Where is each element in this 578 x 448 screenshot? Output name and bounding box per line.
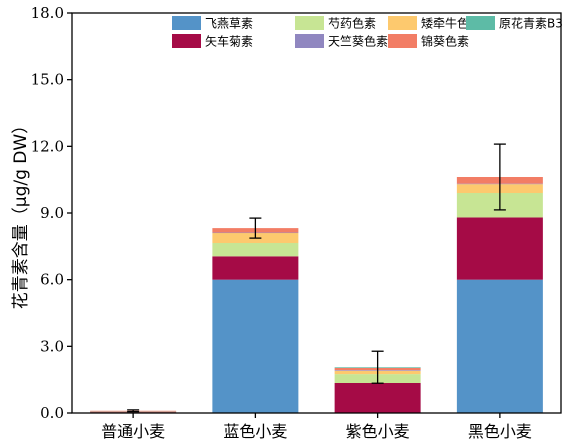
y-axis-label: 花青素含量（μg/g DW） xyxy=(11,117,31,309)
x-tick-label-1: 普通小麦 xyxy=(101,422,165,441)
axes-layer: 0.0 3.0 6.0 9.0 12.0 15.0 18.0 普通小麦 蓝色小麦 紫色小麦 黑色小麦 xyxy=(31,4,562,441)
bar-segment-1-category-4 xyxy=(456,279,543,413)
y-tick-label-5: 12.0 xyxy=(31,137,64,155)
y-tick-label-1: 0.0 xyxy=(40,404,64,422)
y-tick-label-4: 9.0 xyxy=(40,204,64,222)
legend-label-4: 原花青素B3 xyxy=(499,16,563,31)
legend-label-2: 芍药色素 xyxy=(328,17,376,31)
legend-label-7: 锦葵色素 xyxy=(421,35,469,49)
legend-swatch-7 xyxy=(388,34,417,48)
bar-segment-3-category-2 xyxy=(212,243,299,257)
bar-segment-2-category-2 xyxy=(212,256,299,280)
legend-swatch-1 xyxy=(172,16,201,30)
legend-label-5: 矢车菊素 xyxy=(205,34,253,49)
legend-swatch-3 xyxy=(388,16,417,30)
legend-swatch-6 xyxy=(295,34,324,48)
y-tick-label-7: 18.0 xyxy=(31,4,64,22)
y-tick-label-3: 6.0 xyxy=(40,271,64,289)
y-tick-label-2: 3.0 xyxy=(40,337,64,355)
bars-layer xyxy=(90,177,543,413)
bar-segment-1-category-2 xyxy=(212,279,299,413)
legend-swatch-2 xyxy=(295,16,324,30)
legend-swatch-5 xyxy=(172,34,201,48)
legend-label-1: 飞燕草素 xyxy=(205,17,253,31)
y-tick-label-6: 15.0 xyxy=(31,71,64,89)
legend-label-6: 天竺葵色素 xyxy=(328,34,388,49)
legend-swatch-4 xyxy=(466,16,495,30)
x-tick-label-4: 黑色小麦 xyxy=(468,422,532,441)
bar-segment-2-category-4 xyxy=(456,217,543,280)
x-tick-label-3: 紫色小麦 xyxy=(346,422,410,441)
bar-segment-2-category-3 xyxy=(334,383,421,413)
error-bars-layer xyxy=(127,143,506,413)
x-tick-label-2: 蓝色小麦 xyxy=(223,422,287,441)
